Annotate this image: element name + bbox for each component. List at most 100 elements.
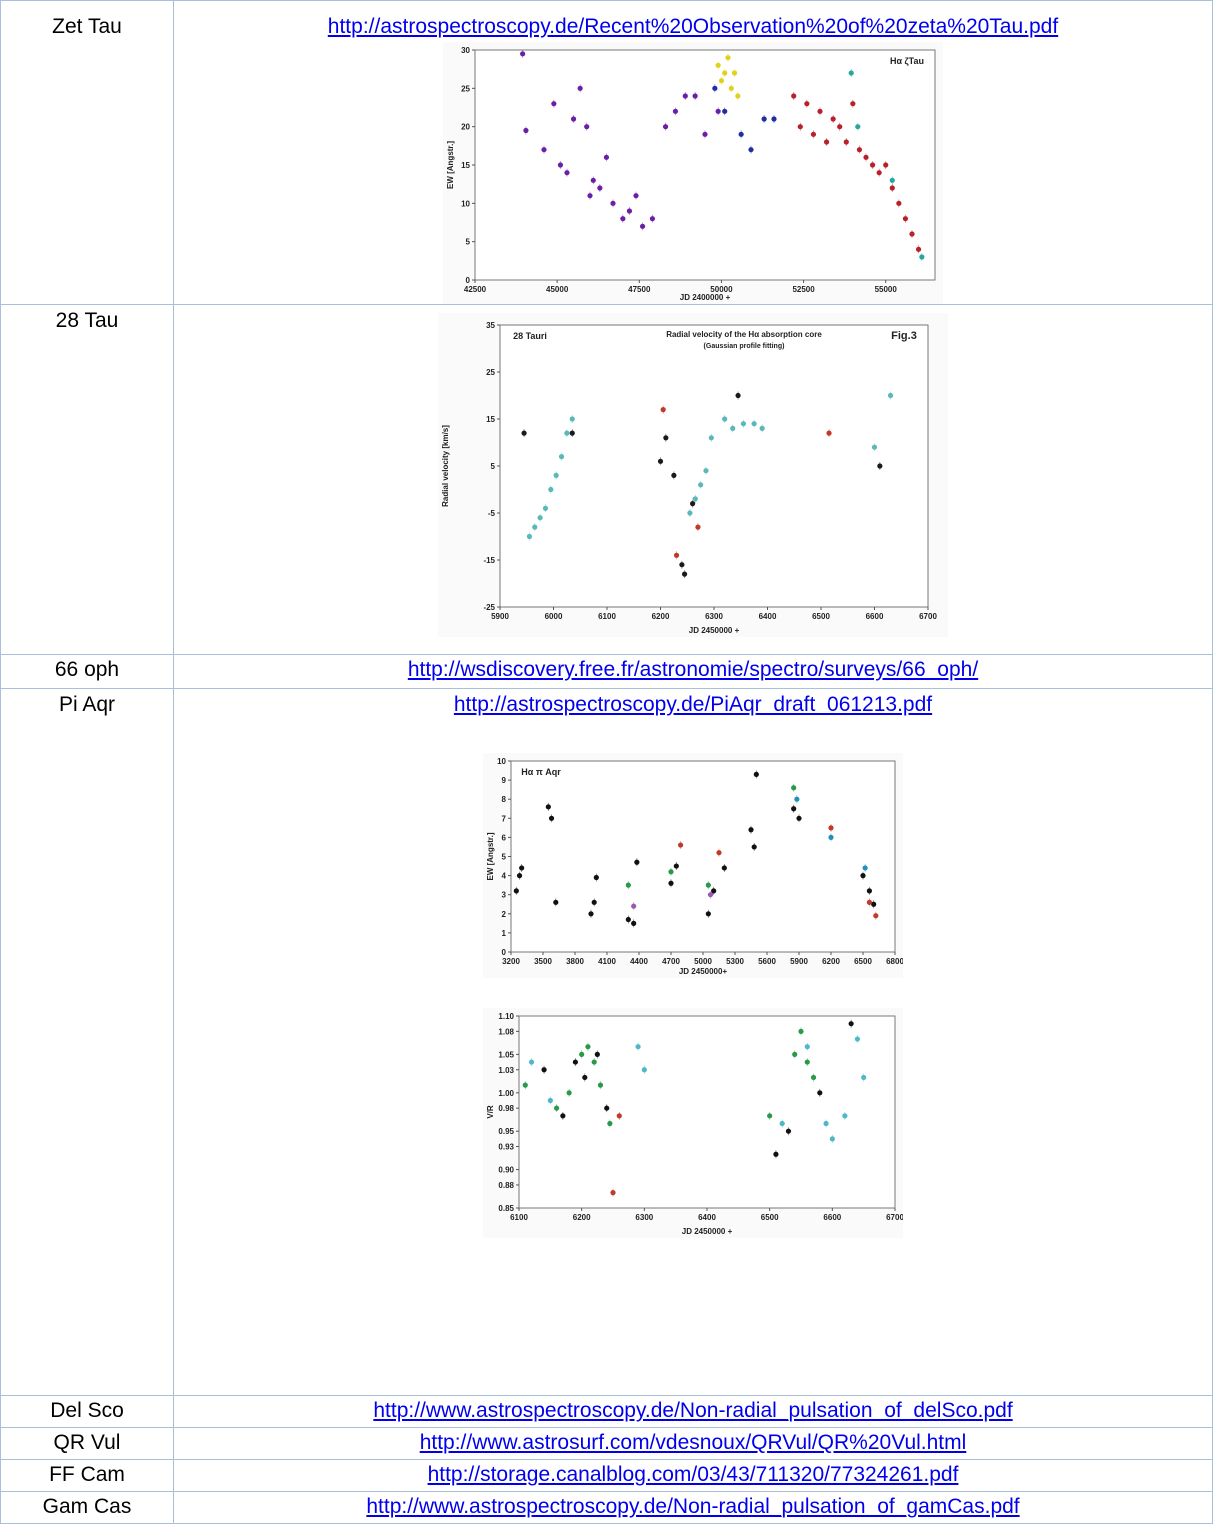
- data-point: [889, 177, 895, 183]
- data-point: [671, 472, 677, 478]
- chart-annotation: Hα π Aqr: [521, 767, 561, 777]
- y-tick-label: 30: [461, 46, 470, 55]
- data-point: [889, 185, 895, 191]
- reference-link[interactable]: http://www.astrospectroscopy.de/Non-radi…: [373, 1399, 1013, 1422]
- plot-area: [499, 324, 929, 608]
- data-point: [796, 815, 802, 821]
- x-axis-label: JD 2450000 +: [689, 626, 740, 635]
- data-point: [519, 865, 525, 871]
- star-name-cell: Gam Cas: [0, 1491, 174, 1524]
- data-point: [871, 901, 877, 907]
- data-point: [902, 216, 909, 222]
- data-point: [810, 131, 817, 137]
- data-point: [863, 154, 869, 160]
- data-point: [616, 1113, 622, 1119]
- y-tick-label: -5: [488, 509, 496, 518]
- data-point: [557, 162, 564, 168]
- pi-aqr-ew-chart: 3200 3500 3800 4100 4400 4700 5000 5300 5600 5900…: [483, 753, 903, 978]
- y-tick-label: 15: [486, 415, 495, 424]
- y-tick-label: 1.10: [498, 1012, 514, 1021]
- reference-link[interactable]: http://www.astrosurf.com/vdesnoux/QRVul/…: [419, 1431, 967, 1454]
- data-point: [869, 162, 876, 168]
- x-tick-label: 52500: [792, 285, 815, 294]
- data-point: [862, 865, 868, 871]
- data-point: [725, 55, 731, 61]
- y-tick-label: 8: [502, 795, 507, 804]
- star-name: Gam Cas: [42, 1495, 132, 1518]
- chart-annotation: Fig.3: [891, 330, 917, 342]
- y-tick-label: 7: [502, 814, 507, 823]
- y-axis-label: Radial velocity [km/s]: [441, 425, 450, 507]
- data-point: [687, 510, 693, 516]
- x-tick-label: 4700: [662, 957, 680, 966]
- data-point: [625, 916, 631, 923]
- star-name: Pi Aqr: [58, 693, 116, 716]
- data-point: [633, 193, 639, 199]
- plot-area: [474, 49, 936, 281]
- x-tick-label: 6200: [573, 1213, 591, 1222]
- data-point: [830, 116, 836, 122]
- data-point: [715, 62, 721, 68]
- data-point: [635, 1044, 641, 1050]
- y-tick-label: 0.95: [498, 1127, 514, 1136]
- data-point: [722, 416, 728, 422]
- reference-link[interactable]: http://storage.canalblog.com/03/43/71132…: [427, 1463, 959, 1486]
- reference-link[interactable]: http://wsdiscovery.free.fr/astronomie/sp…: [407, 658, 979, 681]
- data-point: [548, 815, 555, 821]
- data-point: [590, 177, 596, 183]
- table-row: FF Cam http://storage.canalblog.com/03/4…: [0, 1459, 1213, 1492]
- data-point: [883, 162, 889, 168]
- data-point: [663, 435, 669, 441]
- data-point: [516, 873, 523, 879]
- data-point: [751, 844, 757, 850]
- y-axis-label: V/R: [486, 1105, 495, 1119]
- data-point: [569, 416, 575, 422]
- data-point: [558, 454, 565, 460]
- x-tick-label: 6700: [886, 1213, 903, 1222]
- data-point: [649, 216, 656, 222]
- x-axis-label: JD 2400000 +: [680, 293, 731, 302]
- reference-link[interactable]: http://astrospectroscopy.de/Recent%20Obs…: [327, 15, 1059, 38]
- star-name: QR Vul: [53, 1431, 121, 1454]
- x-tick-label: 42500: [464, 285, 487, 294]
- data-point: [705, 911, 711, 917]
- data-point: [823, 139, 830, 145]
- x-tick-label: 5000: [694, 957, 712, 966]
- table-row: Del Sco http://www.astrospectroscopy.de/…: [0, 1395, 1213, 1428]
- x-tick-label: 6200: [652, 612, 670, 621]
- data-point: [887, 392, 894, 399]
- data-point: [866, 899, 872, 905]
- data-point: [582, 1074, 588, 1081]
- data-point: [712, 85, 718, 91]
- content-cell: 5900 6000 6100 6200 6300 6400 6500 6600 6700 -25 -…: [173, 304, 1213, 655]
- data-point: [641, 1067, 647, 1073]
- data-point: [537, 515, 543, 521]
- data-point: [584, 124, 590, 130]
- y-tick-label: 1.08: [498, 1027, 514, 1036]
- data-point: [668, 869, 674, 875]
- data-point: [735, 392, 741, 399]
- data-point: [681, 571, 688, 577]
- data-point: [866, 888, 872, 894]
- data-point: [828, 825, 834, 831]
- data-point: [579, 1051, 585, 1057]
- reference-link[interactable]: http://www.astrospectroscopy.de/Non-radi…: [366, 1495, 1020, 1518]
- reference-link[interactable]: http://astrospectroscopy.de/PiAqr_draft_…: [453, 693, 933, 716]
- data-point: [547, 1097, 553, 1104]
- data-point: [708, 435, 714, 441]
- data-point: [748, 827, 754, 833]
- star-name-cell: 66 oph: [0, 654, 174, 689]
- data-point: [759, 425, 765, 431]
- x-tick-label: 4400: [630, 957, 648, 966]
- data-point: [662, 124, 669, 130]
- y-tick-label: 9: [502, 776, 507, 785]
- data-point: [877, 463, 883, 469]
- x-tick-label: 6600: [823, 1213, 841, 1222]
- x-tick-label: 6300: [705, 612, 723, 621]
- data-point: [634, 859, 640, 865]
- y-tick-label: 6: [502, 833, 507, 842]
- data-point: [672, 108, 679, 114]
- data-point: [570, 116, 577, 122]
- data-point: [854, 1036, 860, 1042]
- data-point: [711, 888, 717, 894]
